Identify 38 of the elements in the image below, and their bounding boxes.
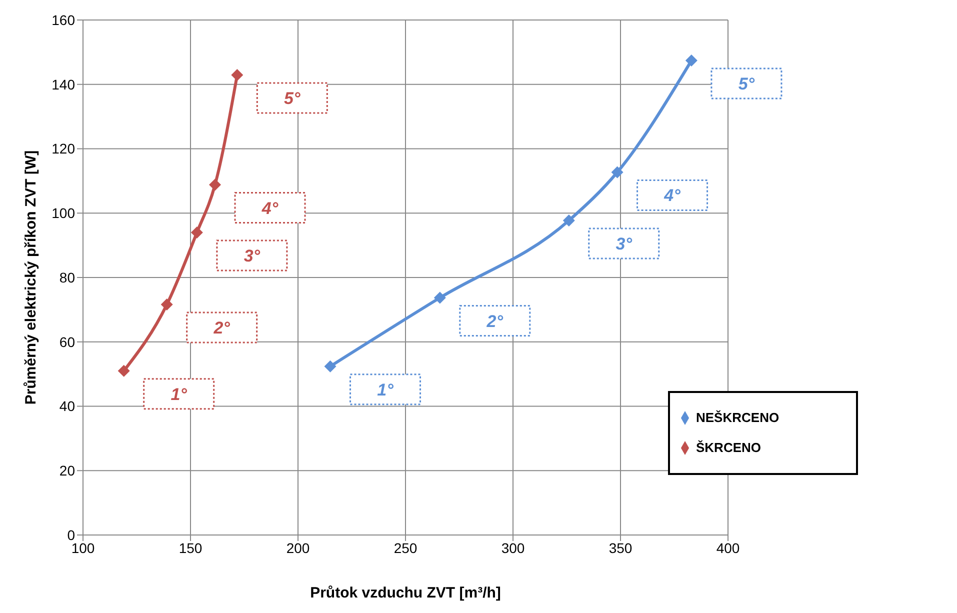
y-tick-label: 80 <box>59 269 76 286</box>
y-tick-label: 40 <box>59 398 76 414</box>
annotation: 2° <box>486 312 504 331</box>
annotation: 5° <box>284 89 300 108</box>
x-tick-label: 400 <box>716 540 740 556</box>
x-tick-label: 250 <box>394 540 418 556</box>
point <box>209 178 222 191</box>
y-axis-title: Průměrný elektrický příkon ZVT [W] <box>22 150 40 405</box>
x-tick-label: 200 <box>286 540 310 556</box>
y-tick-label: 120 <box>52 140 76 157</box>
annotation: 3° <box>244 246 260 266</box>
point <box>190 226 203 238</box>
point <box>231 69 244 82</box>
annotation: 4° <box>663 186 681 206</box>
annotation: 5° <box>738 74 755 94</box>
point <box>611 166 624 178</box>
annotation: 1° <box>377 380 394 400</box>
point <box>118 364 130 377</box>
point <box>685 54 698 67</box>
y-tick-label: 160 <box>52 12 76 28</box>
y-tick-label: 140 <box>52 76 76 92</box>
point <box>324 360 336 372</box>
x-tick-label: 150 <box>178 540 202 556</box>
legend-label: ŠKRCENO <box>696 440 762 455</box>
annotation: 1° <box>170 384 188 404</box>
x-axis-title: Průtok vzduchu ZVT [m³/h] <box>310 584 501 602</box>
x-tick-label: 350 <box>608 540 632 556</box>
annotation: 4° <box>260 198 278 218</box>
legend-label: NEŠKRCENO <box>696 410 780 425</box>
y-tick-label: 20 <box>59 462 76 479</box>
point <box>160 298 173 311</box>
y-tick-label: 100 <box>52 205 76 222</box>
y-tick-label: 60 <box>59 334 76 350</box>
annotation: 3° <box>616 234 632 254</box>
x-tick-label: 300 <box>501 540 525 556</box>
point <box>562 214 575 227</box>
point <box>434 292 446 304</box>
annotation: 2° <box>212 318 230 338</box>
